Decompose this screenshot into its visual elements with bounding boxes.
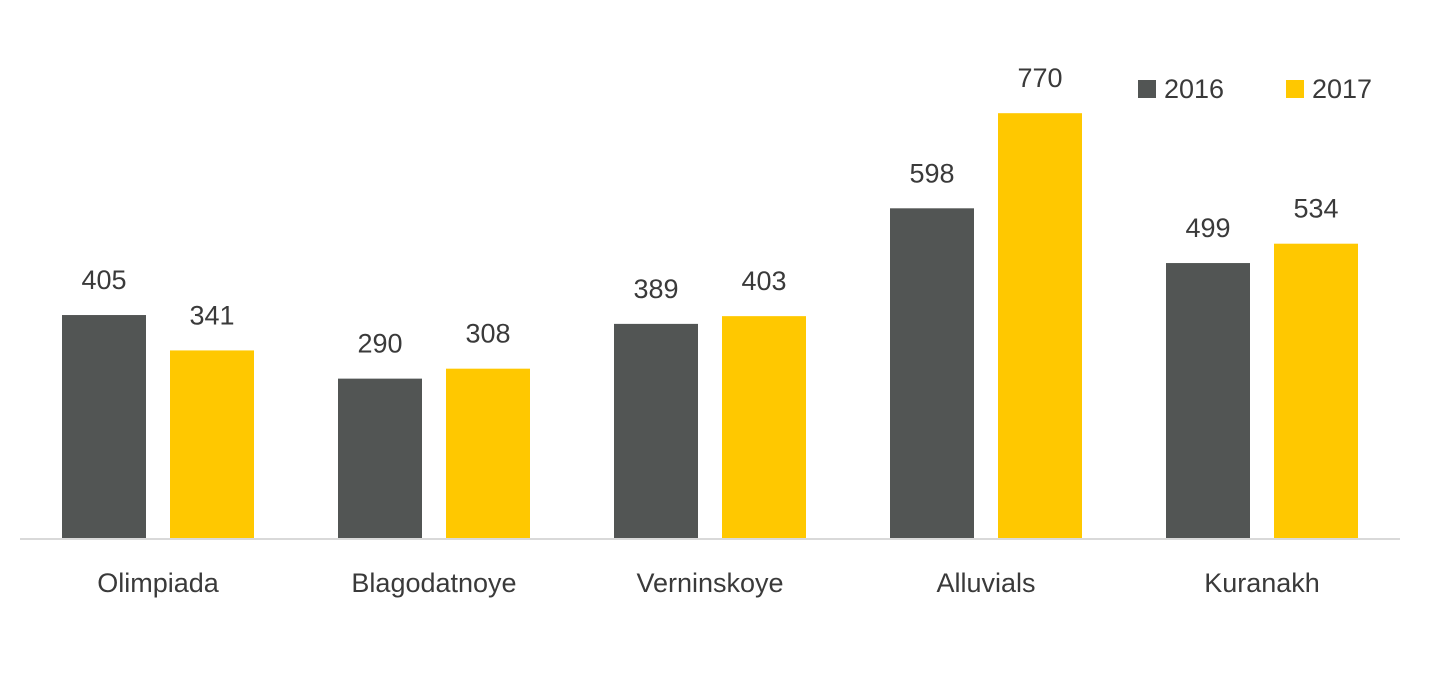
value-labels-group: 405 341 290 308 389 403 598 770 499 534 xyxy=(81,63,1338,358)
category-label-olimpiada: Olimpiada xyxy=(97,568,220,598)
category-label-blagodatnoye: Blagodatnoye xyxy=(351,568,516,598)
bar-kuranakh-2016 xyxy=(1166,263,1250,539)
value-label-verninskoye-2016: 389 xyxy=(633,274,678,304)
legend: 2016 2017 xyxy=(1138,74,1372,104)
bar-olimpiada-2017 xyxy=(170,350,254,539)
value-label-verninskoye-2017: 403 xyxy=(741,266,786,296)
bar-alluvials-2016 xyxy=(890,208,974,539)
bars-group xyxy=(62,113,1358,539)
bar-alluvials-2017 xyxy=(998,113,1082,539)
bar-olimpiada-2016 xyxy=(62,315,146,539)
value-label-kuranakh-2016: 499 xyxy=(1185,213,1230,243)
category-labels-group: Olimpiada Blagodatnoye Verninskoye Alluvial… xyxy=(97,568,1320,598)
value-label-blagodatnoye-2017: 308 xyxy=(465,319,510,349)
legend-swatch-2017 xyxy=(1286,80,1304,98)
bar-kuranakh-2017 xyxy=(1274,243,1358,539)
value-label-blagodatnoye-2016: 290 xyxy=(357,329,402,359)
bar-blagodatnoye-2016 xyxy=(338,378,422,539)
value-label-olimpiada-2017: 341 xyxy=(189,300,234,330)
legend-label-2017: 2017 xyxy=(1312,74,1372,104)
value-label-olimpiada-2016: 405 xyxy=(81,265,126,295)
value-label-alluvials-2017: 770 xyxy=(1017,63,1062,93)
legend-swatch-2016 xyxy=(1138,80,1156,98)
value-label-kuranakh-2017: 534 xyxy=(1293,194,1338,224)
category-label-alluvials: Alluvials xyxy=(936,568,1035,598)
category-label-verninskoye: Verninskoye xyxy=(636,568,783,598)
bar-verninskoye-2016 xyxy=(614,323,698,539)
category-label-kuranakh: Kuranakh xyxy=(1204,568,1320,598)
legend-label-2016: 2016 xyxy=(1164,74,1224,104)
value-label-alluvials-2016: 598 xyxy=(909,158,954,188)
bar-blagodatnoye-2017 xyxy=(446,368,530,539)
bar-verninskoye-2017 xyxy=(722,316,806,539)
